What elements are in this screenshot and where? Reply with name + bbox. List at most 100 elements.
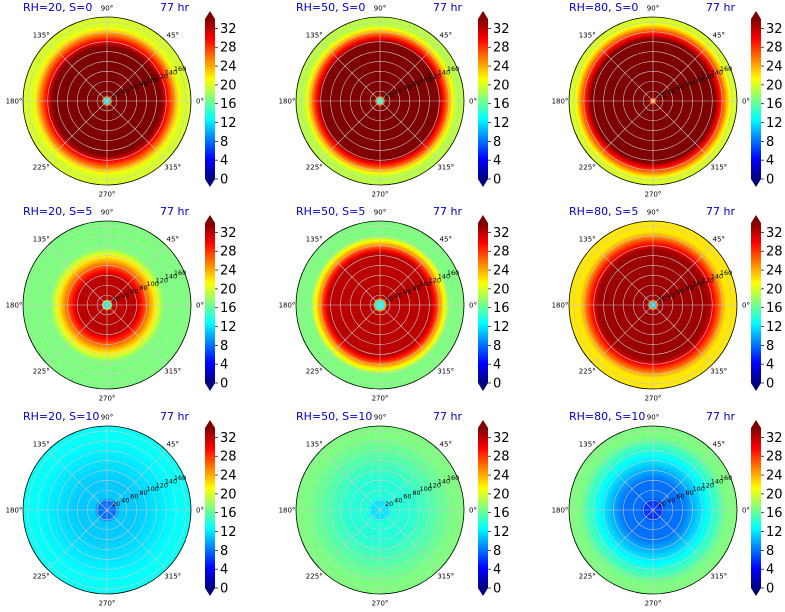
- panel-title: RH=50, S=0: [296, 1, 365, 14]
- polar-frame: [22, 425, 192, 595]
- colorbar-extend-high: [205, 215, 215, 223]
- colorbar-tick-label: 12: [493, 525, 510, 540]
- angle-tick-label: 135°: [579, 441, 596, 449]
- radial-tick-label: 120: [156, 72, 168, 80]
- angle-tick-label: 270°: [645, 600, 662, 608]
- colorbar: 0 4 8 12 16 20 24 28 32: [205, 215, 237, 392]
- colorbar-tick-label: 28: [493, 450, 510, 465]
- colorbar-tick-label: 8: [493, 544, 501, 559]
- colorbar-tick-label: 0: [220, 377, 228, 392]
- colorbar-tick-label: 12: [766, 525, 783, 540]
- colorbar: 0 4 8 12 16 20 24 28 32: [478, 420, 510, 597]
- angle-tick-label: 135°: [33, 236, 50, 244]
- colorbar-extend-high: [205, 420, 215, 428]
- panel-time-label: 77 hr: [706, 410, 735, 423]
- colorbar-tick-label: 4: [220, 154, 228, 169]
- radial-tick-label: 20: [658, 500, 666, 508]
- angle-tick-label: 45°: [440, 32, 452, 40]
- colorbar-extend-low: [478, 383, 488, 391]
- radial-tick-label: 120: [429, 72, 441, 80]
- angle-tick-label: 135°: [33, 32, 50, 40]
- polar-panel: 0°45°90°135°180°225°270°315°20 40 60 801001…: [552, 410, 783, 608]
- colorbar-tick-label: 16: [493, 97, 510, 112]
- angle-tick-label: 315°: [437, 572, 454, 580]
- colorbar-body: [205, 19, 215, 179]
- radial-tick-label: 160: [720, 474, 732, 482]
- colorbar-tick-label: 12: [493, 320, 510, 335]
- angle-tick-label: 315°: [437, 367, 454, 375]
- radial-tick-label: 60: [676, 84, 684, 92]
- angular-gridline: [47, 245, 108, 306]
- colorbar-tick-label: 32: [493, 22, 510, 37]
- radial-tick-label: 60: [403, 493, 411, 501]
- colorbar-body: [205, 428, 215, 588]
- angle-tick-label: 90°: [101, 209, 113, 217]
- radial-tick-label: 120: [702, 276, 714, 284]
- colorbar: 0 4 8 12 16 20 24 28 32: [205, 11, 237, 188]
- radial-tick-label: 80: [685, 284, 693, 292]
- radial-tick-label: 140: [711, 273, 723, 281]
- colorbar: 0 4 8 12 16 20 24 28 32: [751, 11, 783, 188]
- polar-panel: 0°45°90°135°180°225°270°315°20 40 60 801001…: [279, 205, 510, 403]
- colorbar-tick-label: 4: [493, 358, 501, 373]
- colorbar-tick-label: 8: [220, 544, 228, 559]
- panels-grid: 0°45°90°135°180°225°270°315°20 40 60 801001…: [6, 1, 783, 608]
- angle-tick-label: 180°: [6, 507, 23, 515]
- angular-gridline: [379, 304, 440, 365]
- polar-panel: 0°45°90°135°180°225°270°315°20 40 60 801001…: [6, 410, 237, 608]
- colorbar-tick-label: 0: [766, 377, 774, 392]
- radial-tick-label: 140: [711, 478, 723, 486]
- angle-tick-label: 180°: [279, 507, 296, 515]
- angular-gridline: [106, 41, 167, 102]
- colorbar-tick-label: 28: [220, 450, 237, 465]
- angular-gridline: [652, 450, 713, 511]
- radial-tick-label: 120: [429, 276, 441, 284]
- radial-tick-label: 100: [692, 485, 704, 493]
- angle-tick-label: 90°: [647, 414, 659, 422]
- angle-tick-label: 90°: [647, 5, 659, 13]
- angle-tick-label: 0°: [742, 507, 750, 515]
- panel-time-label: 77 hr: [160, 1, 189, 14]
- angle-tick-label: 0°: [469, 302, 477, 310]
- radial-tick-label: 100: [146, 76, 158, 84]
- radial-tick-label: 40: [667, 291, 675, 299]
- angular-gridline: [652, 509, 713, 570]
- polar-frame: [295, 425, 465, 595]
- colorbar-tick-label: 16: [493, 506, 510, 521]
- colorbar-body: [478, 428, 488, 588]
- angle-tick-label: 135°: [306, 441, 323, 449]
- colorbar-tick-label: 32: [220, 431, 237, 446]
- angular-gridline: [320, 509, 381, 570]
- angle-tick-label: 45°: [440, 236, 452, 244]
- angular-gridline: [379, 509, 440, 570]
- panel-title: RH=20, S=0: [23, 1, 92, 14]
- angle-tick-label: 45°: [713, 236, 725, 244]
- colorbar-tick-label: 4: [766, 358, 774, 373]
- angular-gridline: [593, 304, 654, 365]
- angle-tick-label: 0°: [196, 302, 204, 310]
- panel-title: RH=80, S=10: [569, 410, 645, 423]
- colorbar-body: [751, 223, 761, 383]
- radial-tick-label: 40: [394, 291, 402, 299]
- polar-frame: [22, 220, 192, 390]
- radial-tick-label: 160: [174, 65, 186, 73]
- angle-tick-label: 45°: [167, 236, 179, 244]
- radial-tick-label: 40: [667, 496, 675, 504]
- colorbar-extend-high: [478, 11, 488, 19]
- radial-tick-label: 140: [438, 273, 450, 281]
- colorbar-tick-label: 4: [766, 563, 774, 578]
- radial-tick-label: 20: [112, 500, 120, 508]
- angular-gridline: [320, 304, 381, 365]
- radial-tick-label: 80: [685, 489, 693, 497]
- angle-tick-label: 45°: [440, 441, 452, 449]
- colorbar-tick-label: 32: [493, 226, 510, 241]
- colorbar-tick-label: 20: [766, 282, 783, 297]
- radial-tick-label: 140: [711, 69, 723, 77]
- polar-panel: 0°45°90°135°180°225°270°315°20 40 60 801001…: [279, 410, 510, 608]
- angular-gridline: [320, 41, 381, 102]
- radial-tick-label: 80: [139, 489, 147, 497]
- colorbar-body: [751, 428, 761, 588]
- radial-tick-label: 80: [139, 284, 147, 292]
- colorbar-tick-label: 4: [766, 154, 774, 169]
- colorbar-tick-label: 16: [220, 506, 237, 521]
